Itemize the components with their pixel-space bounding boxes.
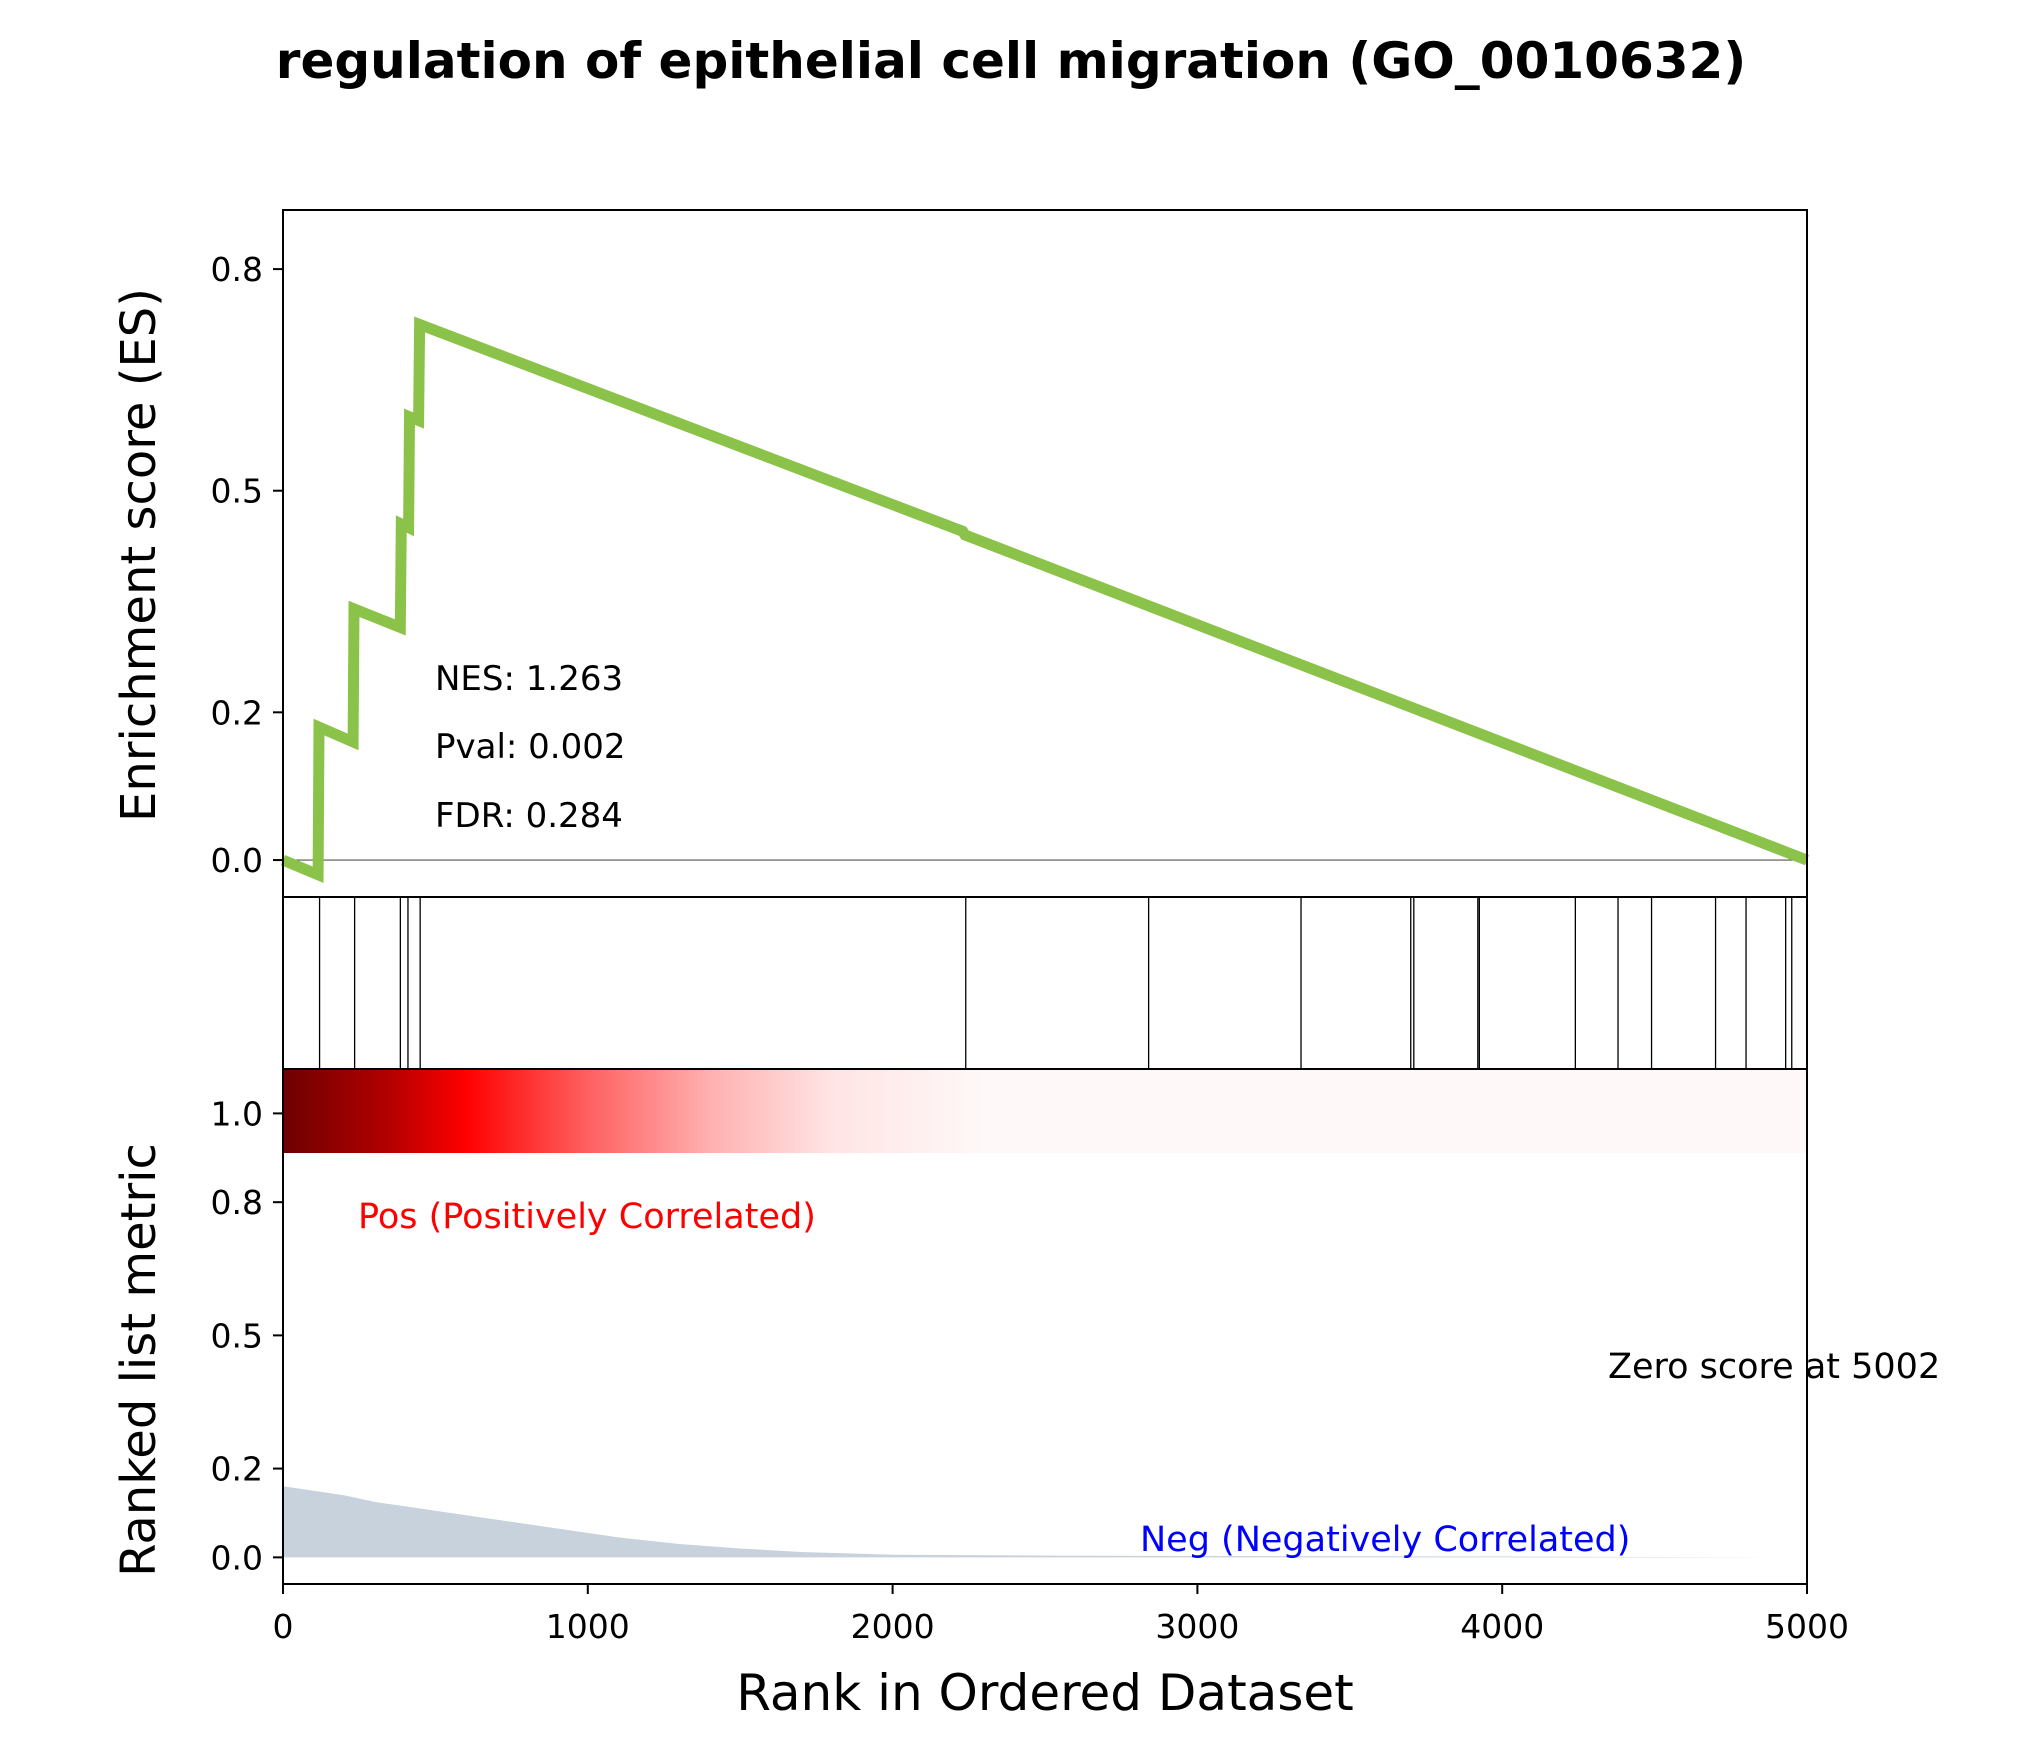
es-y-ticks: 0.0 0.2 0.5 0.8 [211,250,283,880]
hits-frame [282,896,1808,1070]
metric-y-tick-label: 0.0 [211,1538,263,1577]
x-tick-label: 3000 [1155,1607,1239,1646]
metric-y-tick-label: 0.2 [211,1450,263,1489]
metric-y-tick-label: 1.0 [211,1094,263,1133]
metric-y-axis-label: Ranked list metric [111,1143,167,1577]
es-y-tick-label: 0.5 [211,472,263,511]
es-y-tick-label: 0.8 [211,250,263,289]
pval-annotation: Pval: 0.002 [435,727,626,767]
x-tick-label: 5000 [1765,1607,1849,1646]
x-tick-label: 1000 [546,1607,630,1646]
metric-y-tick-label: 0.5 [211,1316,263,1355]
es-y-axis-label: Enrichment score (ES) [111,288,167,822]
es-y-tick-label: 0.0 [211,841,263,880]
es-y-tick-label: 0.2 [211,693,263,732]
metric-frame [282,1068,1808,1585]
es-frame [282,209,1808,898]
rank-color-bar [283,1069,1807,1153]
x-tick-label: 2000 [851,1607,935,1646]
metric-y-tick-label: 0.8 [211,1183,263,1222]
metric-panel: 0.0 0.2 0.5 0.8 1.0 Ranked list metric Pos (… [111,1068,1940,1585]
metric-area [283,1486,1807,1558]
pos-label: Pos (Positively Correlated) [358,1197,816,1237]
x-tick-label: 0 [273,1607,294,1646]
metric-y-ticks: 0.0 0.2 0.5 0.8 1.0 [211,1094,283,1577]
neg-label: Neg (Negatively Correlated) [1140,1520,1630,1560]
hits-panel [282,896,1808,1070]
x-axis-label: Rank in Ordered Dataset [736,1664,1353,1722]
x-axis-ticks: 0 1000 2000 3000 4000 5000 [273,1584,1849,1646]
es-panel: 0.0 0.2 0.5 0.8 Enrichment score (ES) NES: … [111,209,1809,898]
chart-title: regulation of epithelial cell migration … [276,32,1746,90]
fdr-annotation: FDR: 0.284 [435,796,623,836]
zero-score-label: Zero score at 5002 [1608,1347,1940,1387]
nes-annotation: NES: 1.263 [435,659,623,699]
x-tick-label: 4000 [1460,1607,1544,1646]
hit-markers [318,897,1793,1069]
es-line [280,316,1809,884]
